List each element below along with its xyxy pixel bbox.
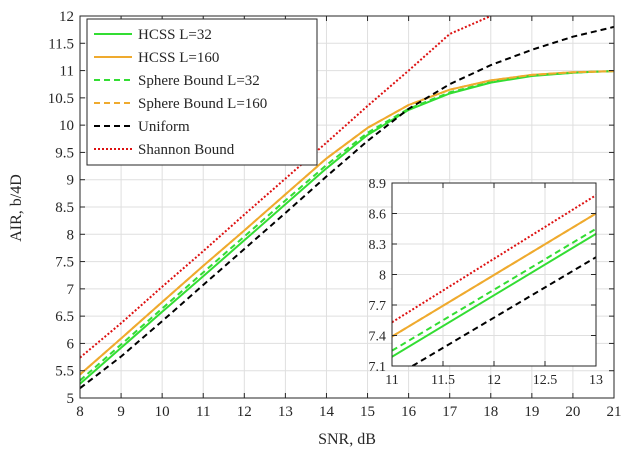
main-y-tick-labels: 5 5.5 6 6.5 7 7.5 8 8.5 9 9.5 10 10.5 11 11.5 12 <box>48 9 75 407</box>
series-line-shannon-bound <box>392 194 596 324</box>
inset-tick-marks <box>391 182 597 367</box>
x-tick-label: 13 <box>278 404 293 420</box>
x-tick-label: 9 <box>117 404 125 420</box>
x-tick-label: 18 <box>483 404 498 420</box>
series-line-uniform <box>411 256 596 366</box>
y-tick-label: 5.5 <box>55 364 74 380</box>
inset-y-tick-labels: 7.1 7.4 7.7 8 8.3 8.6 8.9 <box>369 177 387 375</box>
y-tick-label: 8.9 <box>369 177 387 192</box>
legend-label-hcss-l-160: HCSS L=160 <box>138 50 219 66</box>
zoom-inset: 11 11.5 12 12.5 13 7.1 7.4 7.7 8 8.3 8.6 8.9 <box>369 177 604 388</box>
x-tick-label: 10 <box>155 404 170 420</box>
y-tick-label: 10 <box>59 118 74 134</box>
y-tick-label: 9 <box>67 173 75 189</box>
legend-label-sphere-bound-l-32: Sphere Bound L=32 <box>138 73 260 89</box>
y-tick-label: 8.6 <box>369 208 387 223</box>
x-tick-label: 12 <box>487 373 501 388</box>
legend-label-hcss-l-32: HCSS L=32 <box>138 27 212 43</box>
main-series-lines <box>80 16 614 389</box>
y-tick-label: 6 <box>67 336 75 352</box>
inset-series-lines <box>392 194 596 366</box>
x-tick-label: 11.5 <box>431 373 455 388</box>
y-tick-label: 10.5 <box>48 91 74 107</box>
legend-label-shannon-bound: Shannon Bound <box>138 142 235 158</box>
x-tick-label: 11 <box>196 404 210 420</box>
y-tick-label: 11.5 <box>48 36 74 52</box>
x-tick-label: 11 <box>385 373 398 388</box>
x-tick-label: 20 <box>565 404 580 420</box>
series-line-uniform <box>80 25 614 389</box>
inset-x-tick-labels: 11 11.5 12 12.5 13 <box>385 373 603 388</box>
y-axis-title: AIR, b/4D <box>8 174 25 242</box>
legend-label-uniform: Uniform <box>138 119 190 135</box>
y-tick-label: 11 <box>60 64 74 80</box>
main-x-tick-labels: 8 9 10 11 12 13 14 15 16 17 18 19 20 21 <box>76 404 621 420</box>
series-line-sphere-bound-l-160 <box>80 70 614 376</box>
series-line-hcss-l-32 <box>392 232 596 358</box>
y-tick-label: 7.7 <box>369 299 387 314</box>
x-axis-title: SNR, dB <box>318 431 376 448</box>
x-tick-label: 12 <box>237 404 252 420</box>
y-tick-label: 6.5 <box>55 309 74 325</box>
x-tick-label: 8 <box>76 404 84 420</box>
y-tick-label: 8.5 <box>55 200 74 216</box>
x-tick-label: 16 <box>401 404 417 420</box>
x-tick-label: 17 <box>442 404 458 420</box>
x-tick-label: 19 <box>524 404 539 420</box>
x-tick-label: 15 <box>360 404 375 420</box>
y-tick-label: 9.5 <box>55 145 74 161</box>
y-tick-label: 12 <box>59 9 74 25</box>
y-tick-label: 8 <box>67 227 75 243</box>
series-line-shannon-bound <box>80 16 492 359</box>
x-tick-label: 14 <box>319 404 335 420</box>
y-tick-label: 5 <box>67 391 75 407</box>
x-tick-label: 12.5 <box>533 373 558 388</box>
series-line-hcss-l-160 <box>392 212 596 338</box>
y-tick-label: 7.1 <box>369 360 387 375</box>
legend: HCSS L=32 HCSS L=160 Sphere Bound L=32 Sphe… <box>86 18 318 166</box>
legend-box <box>86 18 318 166</box>
x-tick-label: 13 <box>589 373 603 388</box>
y-tick-label: 8 <box>379 269 386 284</box>
y-tick-label: 7.5 <box>55 255 74 271</box>
x-tick-label: 21 <box>607 404 622 420</box>
y-tick-label: 7 <box>67 282 75 298</box>
y-tick-label: 8.3 <box>369 238 387 253</box>
y-tick-label: 7.4 <box>369 330 387 345</box>
legend-label-sphere-bound-l-160: Sphere Bound L=160 <box>138 96 267 112</box>
